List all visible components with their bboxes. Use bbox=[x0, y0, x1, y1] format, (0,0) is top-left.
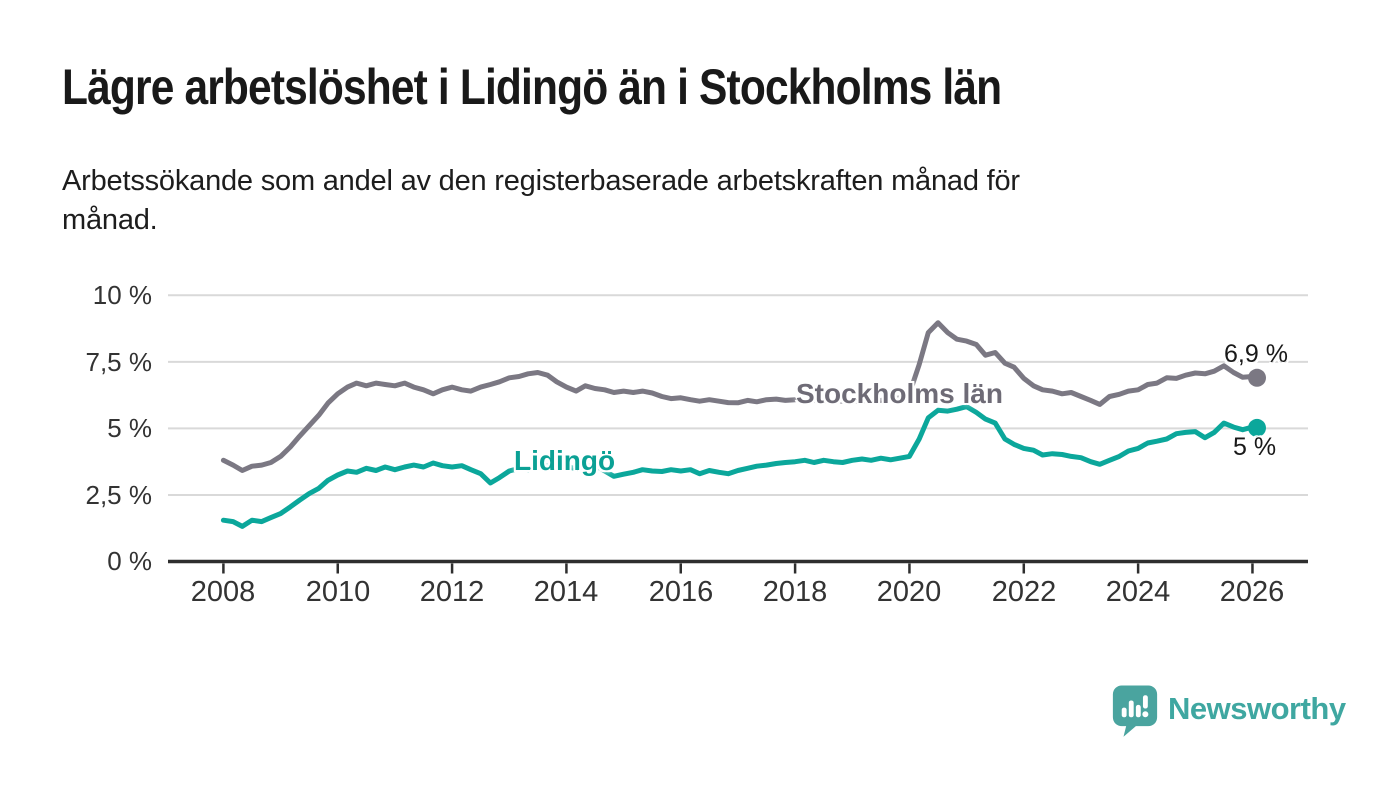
subtitle-line-1: Arbetssökande som andel av den registerb… bbox=[62, 165, 1020, 197]
series-end-dot-0 bbox=[1248, 368, 1266, 387]
subtitle-line-2: månad. bbox=[62, 204, 158, 236]
series-line-1 bbox=[220, 404, 1260, 529]
end-value-label-lidingo: 5 % bbox=[1233, 433, 1277, 461]
series-line-0 bbox=[220, 320, 1260, 473]
x-tick-label-2022: 2022 bbox=[991, 576, 1057, 608]
chart-subtitle: Arbetssökande som andel av den registerb… bbox=[62, 162, 1020, 240]
x-tick-label-2010: 2010 bbox=[305, 576, 371, 608]
x-tick-label-2026: 2026 bbox=[1219, 576, 1285, 608]
x-tick-label-2008: 2008 bbox=[190, 576, 256, 608]
y-tick-label-0: 0 % bbox=[107, 546, 152, 576]
page-title: Lägre arbetslöshet i Lidingö än i Stockh… bbox=[62, 59, 1002, 115]
x-tick-label-2014: 2014 bbox=[533, 576, 599, 608]
speech-bubble-bar-chart-icon bbox=[1112, 685, 1158, 737]
series-end-dot-1 bbox=[1248, 418, 1266, 437]
x-tick-label-2018: 2018 bbox=[762, 576, 828, 608]
end-value-label-stockholms-lan: 6,9 % bbox=[1224, 340, 1288, 368]
x-tick-label-2024: 2024 bbox=[1105, 576, 1171, 608]
y-tick-label-10: 10 % bbox=[92, 280, 152, 310]
series-label-stockholms-lan: Stockholms län bbox=[796, 378, 1003, 409]
y-tick-label-7-5: 7,5 % bbox=[85, 347, 153, 377]
x-tick-label-2016: 2016 bbox=[648, 576, 714, 608]
brand-name: Newsworthy bbox=[1168, 691, 1346, 726]
y-tick-label-5: 5 % bbox=[107, 413, 152, 443]
x-tick-label-2012: 2012 bbox=[419, 576, 485, 608]
y-tick-label-2-5: 2,5 % bbox=[85, 480, 153, 510]
x-tick-label-2020: 2020 bbox=[876, 576, 942, 608]
series-label-lidingo: Lidingö bbox=[514, 445, 616, 476]
newsworthy-logo: Newsworthy bbox=[1112, 684, 1346, 740]
